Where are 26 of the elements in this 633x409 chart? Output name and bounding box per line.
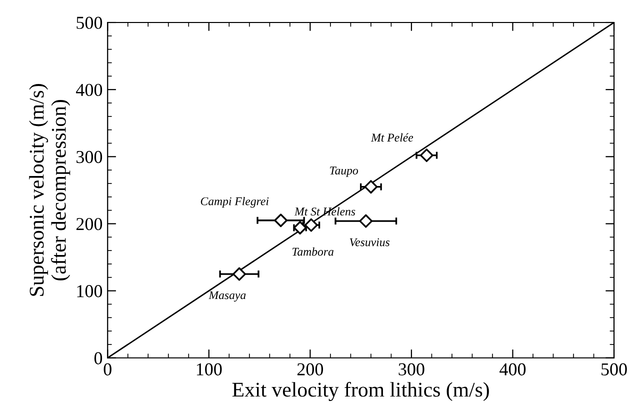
y-tick-label: 200 bbox=[76, 218, 102, 230]
y-tick-label: 300 bbox=[76, 150, 102, 164]
y-tick-label: 0 bbox=[94, 352, 102, 364]
point bbox=[232, 267, 246, 281]
y-tick-label: 500 bbox=[76, 16, 102, 29]
point bbox=[274, 214, 288, 228]
x-tick-label: 500 bbox=[602, 363, 627, 376]
y-tick-label: 400 bbox=[76, 84, 102, 96]
x-tick-label: 100 bbox=[196, 363, 222, 376]
x-tick-label: 200 bbox=[297, 363, 324, 376]
x-tick-label: 0 bbox=[104, 363, 112, 376]
y-tick-label: 100 bbox=[77, 285, 102, 298]
point bbox=[420, 148, 434, 162]
annotation: Taupo bbox=[330, 166, 358, 177]
x-tick-label: 300 bbox=[398, 363, 424, 376]
annotation: Masaya bbox=[208, 291, 246, 302]
annotation: Tambora bbox=[292, 247, 334, 256]
point bbox=[359, 214, 373, 228]
annotation: Vesuvius bbox=[350, 238, 390, 246]
x-axis-title: Exit velocity from lithics (m/s) bbox=[232, 382, 489, 402]
annotation: Campi Flegrei bbox=[200, 196, 269, 208]
x-tick-label: 400 bbox=[500, 363, 526, 376]
y-axis-title: Supersonic velocity (m/s) (after decompression) bbox=[29, 84, 70, 296]
annotation: Mt Pelée bbox=[370, 133, 414, 142]
point bbox=[364, 180, 378, 194]
point bbox=[304, 218, 318, 232]
